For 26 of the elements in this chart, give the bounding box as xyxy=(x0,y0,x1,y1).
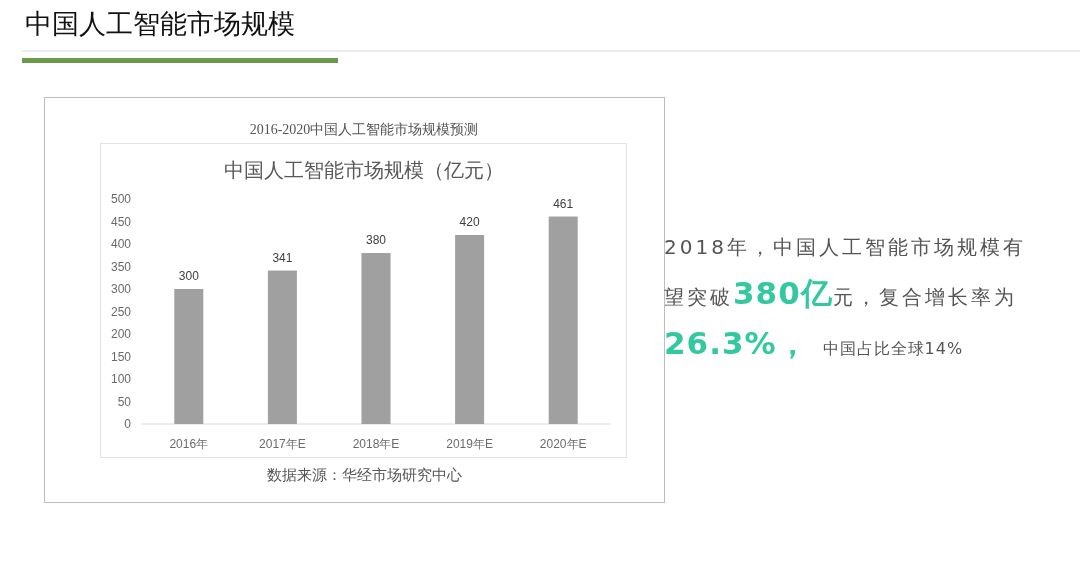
xtick: 2019年E xyxy=(446,437,493,451)
source: 数据来源：华经市场研究中心 xyxy=(266,466,462,483)
xtick: 2020年E xyxy=(539,437,587,451)
ytick: 500 xyxy=(110,192,131,206)
data-label: 420 xyxy=(459,215,480,229)
data-label: 341 xyxy=(272,250,293,265)
ytick: 100 xyxy=(110,372,131,386)
ytick: 250 xyxy=(110,304,131,319)
ytick: 450 xyxy=(110,214,131,229)
data-label: 380 xyxy=(366,233,386,247)
ytick: 0 xyxy=(124,417,131,431)
ytick: 400 xyxy=(110,237,131,251)
ytick: 200 xyxy=(110,327,131,341)
ytick: 150 xyxy=(110,349,131,364)
xtick: 2018年E xyxy=(352,437,400,451)
side-note: 2018年，中国人工智能市场规模有望突破 380亿元，复合增长率为 26.3%， 中国占比全球14% xyxy=(664,234,1027,363)
ytick: 50 xyxy=(117,394,131,409)
chart-title: 中国人工智能市场规模（亿元） xyxy=(224,159,504,181)
data-label: 461 xyxy=(553,196,574,211)
xtick: 2016年 xyxy=(169,437,209,451)
caption: 2016-2020中国人工智能市场规模预测 xyxy=(249,122,479,137)
page-heading: 中国人工智能市场规模 xyxy=(25,9,295,39)
ytick: 350 xyxy=(110,259,131,274)
ytick: 300 xyxy=(110,282,131,296)
xtick: 2017年E xyxy=(259,437,306,451)
data-label: 300 xyxy=(178,269,199,283)
